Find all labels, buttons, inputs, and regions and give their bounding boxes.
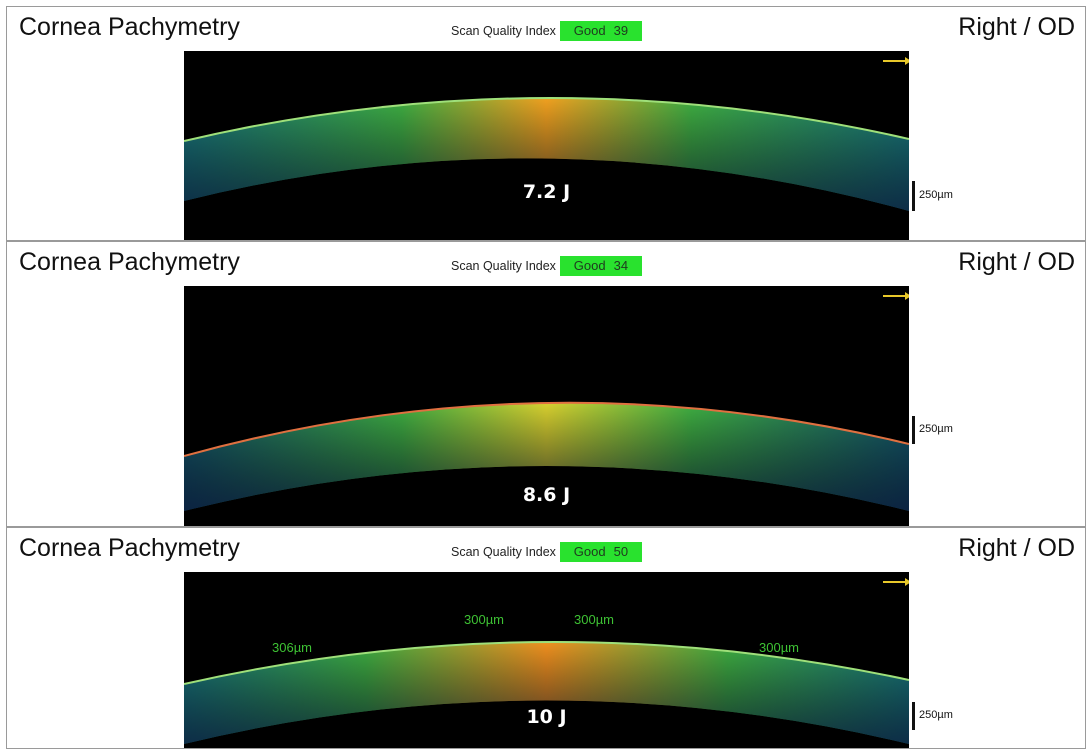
panel-title: Cornea Pachymetry — [19, 534, 240, 562]
eye-indicator: Right / OD — [958, 13, 1075, 41]
panel-title: Cornea Pachymetry — [19, 13, 240, 41]
cornea-scan-graphic — [184, 97, 909, 211]
scan-quality-index: Scan Quality Index Good 50 — [451, 542, 642, 562]
scale-bar — [912, 181, 915, 211]
cornea-scan-graphic — [184, 641, 909, 744]
scale-bar-label: 250µm — [919, 189, 953, 201]
sqi-status: Good — [573, 544, 606, 559]
oct-scan-image: 306µm 300µm 300µm 300µm 10 J — [184, 572, 909, 748]
oct-scan-image: 7.2 J — [184, 51, 909, 240]
arrow-icon — [883, 292, 909, 300]
sqi-label: Scan Quality Index — [451, 24, 556, 38]
sqi-value: 34 — [613, 258, 629, 273]
arrow-icon — [883, 57, 909, 65]
thickness-label: 300µm — [759, 640, 800, 655]
cornea-scan-graphic — [184, 401, 909, 511]
laser-energy-label: 8.6 J — [522, 484, 571, 506]
thickness-label: 300µm — [574, 612, 615, 627]
scale-bar — [912, 416, 915, 444]
eye-indicator: Right / OD — [958, 534, 1075, 562]
scan-quality-index: Scan Quality Index Good 39 — [451, 21, 642, 41]
laser-energy-label: 10 J — [526, 706, 567, 728]
pachymetry-panel-2: Cornea Pachymetry Right / OD Scan Qualit… — [6, 241, 1086, 527]
sqi-badge: Good 50 — [559, 542, 642, 562]
scan-quality-index: Scan Quality Index Good 34 — [451, 256, 642, 276]
arrow-icon — [883, 578, 909, 586]
scale-bar-label: 250µm — [919, 423, 953, 435]
thickness-label: 300µm — [464, 612, 505, 627]
scale-bar — [912, 702, 915, 730]
sqi-status: Good — [573, 23, 606, 38]
pachymetry-panel-3: Cornea Pachymetry Right / OD Scan Qualit… — [6, 527, 1086, 749]
laser-energy-label: 7.2 J — [522, 181, 571, 203]
panel-title: Cornea Pachymetry — [19, 248, 240, 276]
sqi-label: Scan Quality Index — [451, 259, 556, 273]
sqi-badge: Good 39 — [559, 21, 642, 41]
oct-scan-image: 8.6 J — [184, 286, 909, 526]
sqi-value: 39 — [613, 23, 629, 38]
eye-indicator: Right / OD — [958, 248, 1075, 276]
sqi-status: Good — [573, 258, 606, 273]
sqi-badge: Good 34 — [559, 256, 642, 276]
thickness-label: 306µm — [272, 640, 313, 655]
sqi-value: 50 — [613, 544, 629, 559]
scale-bar-label: 250µm — [919, 709, 953, 721]
sqi-label: Scan Quality Index — [451, 545, 556, 559]
pachymetry-panel-1: Cornea Pachymetry Right / OD Scan Qualit… — [6, 6, 1086, 241]
